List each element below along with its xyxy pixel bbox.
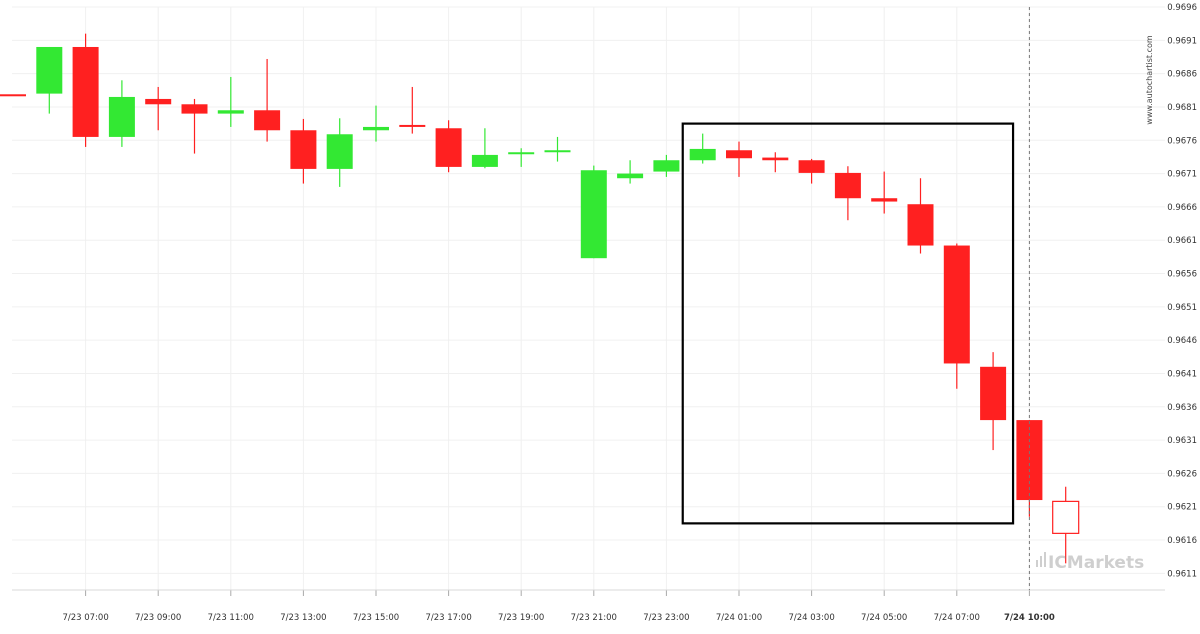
y-tick-label: 0.9621 bbox=[1167, 503, 1197, 513]
candle-body bbox=[653, 160, 680, 172]
x-tick-label: 7/23 17:00 bbox=[425, 613, 471, 623]
x-tick-label: 7/23 09:00 bbox=[135, 613, 181, 623]
candle-body bbox=[544, 150, 571, 153]
y-tick-label: 0.9626 bbox=[1167, 469, 1197, 479]
candle-body bbox=[254, 110, 281, 131]
y-tick-label: 0.9661 bbox=[1167, 236, 1197, 246]
candle-body bbox=[907, 204, 934, 246]
candle-body bbox=[689, 148, 716, 161]
candles bbox=[0, 33, 1080, 564]
candle-body bbox=[508, 152, 535, 155]
candle-body bbox=[0, 94, 26, 97]
candle-body bbox=[834, 172, 861, 199]
y-tick-label: 0.9616 bbox=[1167, 536, 1197, 546]
candle-body bbox=[798, 160, 825, 173]
candle-body bbox=[471, 154, 498, 167]
candle-body bbox=[108, 96, 135, 137]
x-tick-label: 7/23 15:00 bbox=[353, 613, 399, 623]
candle-body bbox=[36, 46, 63, 94]
y-tick-label: 0.9656 bbox=[1167, 270, 1197, 280]
y-tick-label: 0.9696 bbox=[1167, 3, 1197, 13]
x-tick-label: 7/23 13:00 bbox=[280, 613, 326, 623]
x-tick-label: 7/23 21:00 bbox=[571, 613, 617, 623]
x-tick-label: 7/23 07:00 bbox=[62, 613, 108, 623]
x-tick-label: 7/24 07:00 bbox=[934, 613, 980, 623]
y-tick-label: 0.9671 bbox=[1167, 170, 1197, 180]
y-tick-label: 0.9686 bbox=[1167, 70, 1197, 80]
candle-body bbox=[290, 130, 317, 169]
x-tick-label: 7/23 23:00 bbox=[643, 613, 689, 623]
candle-body bbox=[980, 366, 1007, 421]
candle-body bbox=[145, 98, 172, 105]
candle-body bbox=[580, 170, 607, 259]
y-tick-label: 0.9646 bbox=[1167, 336, 1197, 346]
x-axis: 7/23 07:00 7/23 09:00 7/23 11:00 7/23 13:00… bbox=[12, 589, 1165, 623]
candle-body bbox=[363, 126, 389, 131]
candle-body bbox=[726, 150, 752, 159]
y-tick-label: 0.9651 bbox=[1167, 303, 1197, 313]
y-axis: 0.9696 0.9691 0.9686 0.9681 0.9676 0.9671 0.96… bbox=[1167, 3, 1197, 579]
y-tick-label: 0.9636 bbox=[1167, 403, 1197, 413]
candle-body bbox=[399, 124, 426, 127]
logo-text: ICMarkets bbox=[1048, 553, 1144, 573]
x-tick-label: 7/24 10:00 bbox=[1004, 613, 1055, 623]
watermark-text: www.autochartist.com bbox=[1145, 35, 1154, 125]
x-tick-label: 7/24 03:00 bbox=[788, 613, 834, 623]
y-tick-label: 0.9681 bbox=[1167, 103, 1197, 113]
icmarkets-logo: ICMarkets bbox=[1036, 552, 1144, 573]
x-tick-label: 7/24 01:00 bbox=[716, 613, 762, 623]
y-tick-label: 0.9611 bbox=[1167, 569, 1197, 579]
candle-body bbox=[72, 46, 99, 137]
candle-body bbox=[326, 134, 353, 169]
x-tick-label: 7/24 05:00 bbox=[861, 613, 907, 623]
candle-body bbox=[1052, 500, 1080, 534]
candle-body bbox=[943, 245, 970, 364]
candle-body bbox=[181, 104, 208, 114]
y-tick-label: 0.9641 bbox=[1167, 369, 1197, 379]
candle-body bbox=[762, 157, 789, 161]
y-tick-label: 0.9691 bbox=[1167, 36, 1197, 46]
candle-body bbox=[871, 198, 898, 202]
y-tick-label: 0.9666 bbox=[1167, 203, 1197, 213]
pattern-box bbox=[681, 122, 1015, 525]
overlay bbox=[681, 7, 1030, 590]
candle-body bbox=[617, 173, 644, 179]
x-tick-label: 7/23 19:00 bbox=[498, 613, 544, 623]
y-tick-label: 0.9676 bbox=[1167, 136, 1197, 146]
candle-body bbox=[435, 128, 462, 167]
grid bbox=[12, 6, 1165, 590]
y-tick-label: 0.9631 bbox=[1167, 436, 1197, 446]
candle-body bbox=[217, 110, 244, 114]
x-tick-label: 7/23 11:00 bbox=[208, 613, 254, 623]
